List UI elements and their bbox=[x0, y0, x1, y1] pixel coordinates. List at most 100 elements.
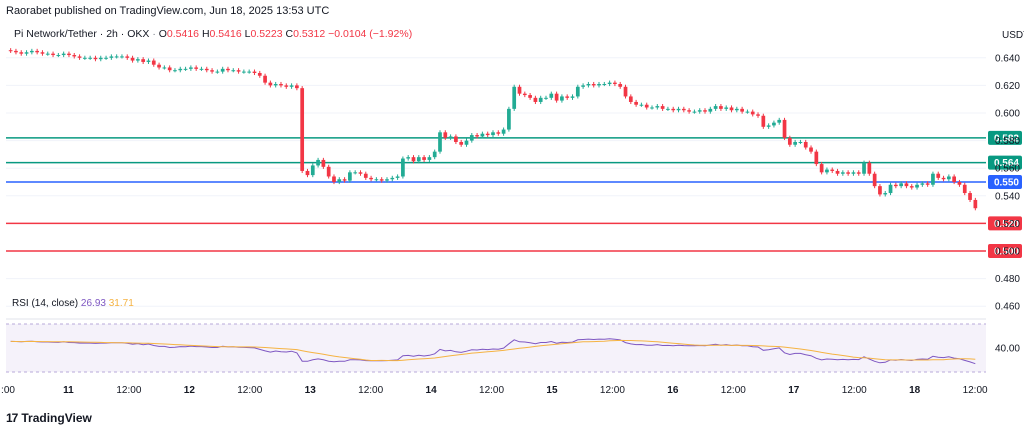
candle bbox=[756, 114, 760, 116]
open-label: O bbox=[158, 28, 167, 40]
candle bbox=[878, 186, 882, 195]
level-badge bbox=[988, 244, 1022, 258]
candle bbox=[310, 165, 315, 176]
candle bbox=[862, 162, 866, 174]
candle bbox=[316, 159, 320, 166]
candle bbox=[782, 119, 787, 138]
candle bbox=[957, 182, 962, 185]
candle bbox=[761, 115, 766, 127]
time-tick-label: 15 bbox=[546, 385, 558, 396]
candle bbox=[167, 67, 172, 71]
candle bbox=[650, 107, 654, 109]
close-label: C bbox=[285, 28, 294, 40]
time-tick-label: 12:00 bbox=[842, 385, 867, 396]
candle bbox=[422, 157, 426, 160]
candle bbox=[501, 129, 506, 134]
candle bbox=[72, 55, 77, 57]
rsi-ma-value: 31.71 bbox=[108, 298, 134, 309]
candle bbox=[968, 193, 972, 200]
candle bbox=[204, 68, 209, 71]
candle bbox=[671, 108, 676, 111]
rsi-name: RSI (14, close) bbox=[12, 298, 79, 309]
candle bbox=[639, 104, 644, 106]
tradingview-name: TradingView bbox=[21, 411, 92, 425]
candle bbox=[93, 57, 98, 60]
candle bbox=[687, 110, 691, 112]
candle bbox=[644, 104, 649, 108]
candle bbox=[554, 93, 559, 101]
candle bbox=[909, 186, 914, 188]
candle bbox=[321, 159, 326, 167]
time-tick-label: 16 bbox=[667, 385, 679, 396]
low-value: 0.5223 bbox=[250, 28, 283, 40]
candle bbox=[104, 57, 108, 59]
time-tick-label: 12:00 bbox=[237, 385, 262, 396]
candle bbox=[162, 67, 167, 69]
candle bbox=[88, 57, 93, 59]
candle bbox=[533, 97, 538, 102]
candle bbox=[189, 67, 193, 69]
candle bbox=[305, 170, 310, 176]
candle bbox=[745, 111, 750, 113]
candle bbox=[379, 179, 384, 181]
candle bbox=[358, 172, 363, 174]
price-tick-label: 0.500 bbox=[995, 247, 1020, 258]
candle bbox=[973, 199, 978, 209]
high-label: H bbox=[201, 28, 210, 40]
time-tick-label: 13 bbox=[305, 385, 317, 396]
time-tick-label: :00 bbox=[1, 385, 15, 396]
candle bbox=[565, 96, 570, 98]
candle bbox=[623, 86, 628, 97]
candle bbox=[257, 72, 262, 76]
candle bbox=[512, 86, 517, 109]
candle bbox=[920, 183, 925, 185]
candle bbox=[40, 52, 45, 54]
candle bbox=[538, 97, 543, 102]
candle bbox=[544, 97, 548, 99]
candle bbox=[528, 95, 532, 98]
level-label: 0.582 bbox=[994, 133, 1019, 144]
candle bbox=[607, 82, 612, 85]
candle bbox=[772, 122, 776, 126]
candle bbox=[602, 84, 607, 86]
candle bbox=[35, 50, 40, 53]
candle bbox=[114, 56, 119, 58]
candle bbox=[560, 96, 564, 101]
tradingview-brand: 17 TradingView bbox=[6, 411, 92, 425]
candle bbox=[575, 86, 580, 97]
candle bbox=[411, 157, 416, 162]
candle bbox=[899, 183, 903, 187]
candle bbox=[766, 125, 771, 127]
candle bbox=[777, 119, 782, 123]
candle bbox=[220, 68, 225, 72]
candle bbox=[952, 176, 957, 182]
tradingview-logo-icon: 17 bbox=[6, 411, 18, 425]
candle bbox=[825, 169, 829, 173]
currency-label: USDT bbox=[1002, 30, 1024, 41]
symbol-legend: Pi Network/Tether · 2h · OKX · O0.5416 H… bbox=[14, 28, 412, 40]
time-tick-label: 17 bbox=[788, 385, 800, 396]
candle bbox=[708, 108, 713, 112]
candle bbox=[851, 172, 856, 174]
candle bbox=[289, 85, 294, 87]
candle bbox=[703, 110, 707, 112]
candle bbox=[570, 96, 575, 98]
legend-separator: · bbox=[152, 28, 159, 40]
candle bbox=[581, 85, 585, 87]
candle bbox=[332, 176, 336, 182]
candle bbox=[867, 162, 872, 174]
level-badge bbox=[988, 130, 1022, 145]
candle bbox=[109, 56, 114, 58]
candle bbox=[676, 108, 681, 111]
candle bbox=[613, 82, 617, 85]
candle bbox=[549, 93, 554, 98]
candle bbox=[51, 53, 55, 56]
publisher-line: Raorabet published on TradingView.com, J… bbox=[6, 5, 330, 17]
candle bbox=[962, 184, 967, 194]
price-tick-label: 0.480 bbox=[995, 274, 1020, 285]
candle bbox=[284, 85, 289, 87]
candle bbox=[231, 70, 236, 72]
level-badge bbox=[988, 216, 1022, 231]
time-tick-label: 12:00 bbox=[358, 385, 383, 396]
